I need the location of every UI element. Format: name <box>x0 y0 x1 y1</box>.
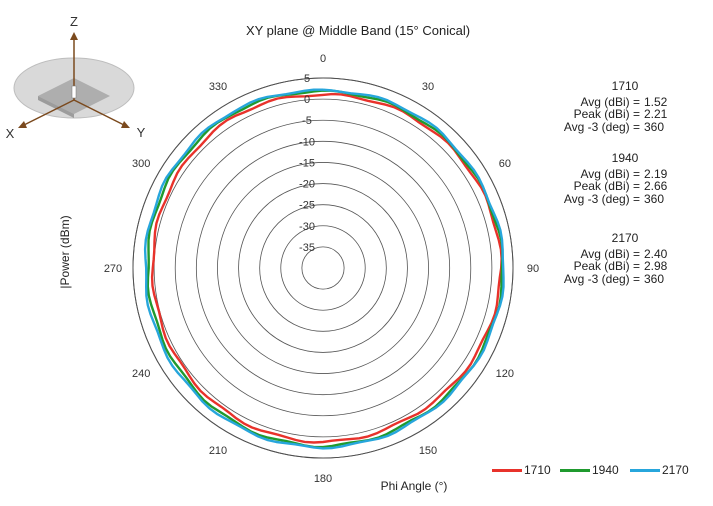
polar-outer-ring <box>132 77 514 459</box>
legend-swatch <box>492 468 522 472</box>
stats-label: Peak (dBi) = <box>573 107 640 121</box>
radial-tick-label: -25 <box>299 200 315 212</box>
stats-row: Peak (dBi) = 2.66 <box>548 180 680 193</box>
stats-label: Avg -3 (deg) = <box>563 119 640 134</box>
angle-tick-label: 300 <box>132 158 150 170</box>
stats-block-1940: 1940 Avg (dBi) = 2.19 Peak (dBi) = 2.66 Av… <box>548 152 680 205</box>
legend-item-2170: 2170 <box>630 463 689 477</box>
legend-label: 1710 <box>524 463 551 477</box>
orientation-inset-icon: Z X Y <box>6 14 146 141</box>
series-line-1710 <box>150 92 503 444</box>
stats-row: Avg -3 (deg) = 360 <box>548 271 680 286</box>
angle-tick-label: 240 <box>132 368 150 380</box>
angle-tick-label: 330 <box>209 81 227 93</box>
stats-label: Avg -3 (deg) = <box>563 271 640 286</box>
stats-frequency: 2170 <box>611 231 639 245</box>
stats-label: Peak (dBi) = <box>573 259 640 273</box>
stats-frequency: 1710 <box>611 79 639 93</box>
radial-tick-label: -10 <box>299 136 315 148</box>
stats-value: 360 <box>644 191 665 206</box>
angle-tick-label: 0 <box>320 53 326 65</box>
stats-value: 360 <box>644 271 665 286</box>
legend-swatch <box>560 468 590 472</box>
stats-value: 2.21 <box>644 107 668 121</box>
polar-grid-ring <box>238 183 408 353</box>
stats-label: Avg (dBi) = <box>580 166 640 181</box>
polar-grid-ring <box>259 204 387 332</box>
stats-value: 360 <box>644 119 665 134</box>
polar-grid <box>132 77 514 459</box>
stats-value: 2.66 <box>644 179 668 193</box>
angle-axis-label: Phi Angle (°) <box>381 479 448 493</box>
stats-frequency: 1940 <box>611 151 639 165</box>
legend-label: 1940 <box>592 463 619 477</box>
polar-grid-ring <box>174 119 472 417</box>
angle-tick-label: 150 <box>419 445 437 457</box>
stats-label: Avg (dBi) = <box>580 94 640 109</box>
angle-tick-label: 180 <box>314 473 332 485</box>
stats-row: Peak (dBi) = 2.98 <box>548 260 680 273</box>
radial-axis-label: |Power (dBm) <box>58 215 72 288</box>
radial-tick-label: 0 <box>304 94 310 106</box>
angle-tick-label: 30 <box>422 81 434 93</box>
stats-label: Peak (dBi) = <box>573 179 640 193</box>
series-line-2170 <box>143 88 505 450</box>
angle-tick-label: 120 <box>496 368 514 380</box>
radial-tick-label: -5 <box>302 115 312 127</box>
stats-row: Avg -3 (deg) = 360 <box>548 119 680 134</box>
axis-label-z: Z <box>70 14 78 29</box>
stats-label: Avg (dBi) = <box>580 246 640 261</box>
polar-grid-ring <box>132 77 514 459</box>
angle-tick-label: 210 <box>209 445 227 457</box>
stats-label: Avg -3 (deg) = <box>563 191 640 206</box>
radial-tick-label: -15 <box>299 157 315 169</box>
axis-label-x: X <box>6 126 15 141</box>
polar-grid-ring <box>217 162 429 374</box>
series-layer <box>143 88 505 450</box>
stats-block-1710: 1710 Avg (dBi) = 1.52 Peak (dBi) = 2.21 Av… <box>548 80 680 133</box>
stats-value: 1.52 <box>644 94 668 109</box>
angle-tick-label: 60 <box>499 158 511 170</box>
legend-label: 2170 <box>662 463 689 477</box>
stats-row: Avg (dBi) = 2.40 <box>548 246 680 261</box>
chart-title: XY plane @ Middle Band (15° Conical) <box>246 23 470 38</box>
stats-block-2170: 2170 Avg (dBi) = 2.40 Peak (dBi) = 2.98 Av… <box>548 232 680 285</box>
legend-swatch <box>630 468 660 472</box>
polar-grid-ring <box>195 140 451 396</box>
polar-grid-ring <box>153 98 493 438</box>
tick-layer: 50-5-10-15-20-25-30-35030609012015018021… <box>104 53 539 485</box>
stats-value: 2.98 <box>644 259 668 273</box>
legend-item-1940: 1940 <box>560 463 619 477</box>
stats-value: 2.40 <box>644 246 668 261</box>
stats-row: Avg -3 (deg) = 360 <box>548 191 680 206</box>
stats-row: Avg (dBi) = 1.52 <box>548 94 680 109</box>
radial-tick-label: 5 <box>304 73 310 85</box>
radial-tick-label: -20 <box>299 179 315 191</box>
angle-tick-label: 270 <box>104 263 122 275</box>
polar-grid-ring <box>280 225 366 311</box>
radial-tick-label: -35 <box>299 242 315 254</box>
angle-tick-label: 90 <box>527 263 539 275</box>
stats-value: 2.19 <box>644 166 668 181</box>
polar-grid-ring <box>301 246 345 290</box>
radial-tick-label: -30 <box>299 221 315 233</box>
legend-item-1710: 1710 <box>492 463 551 477</box>
chart-legend: 1710 1940 2170 <box>490 463 710 481</box>
stats-row: Avg (dBi) = 2.19 <box>548 166 680 181</box>
axis-label-y: Y <box>137 125 146 140</box>
stats-row: Peak (dBi) = 2.21 <box>548 108 680 121</box>
